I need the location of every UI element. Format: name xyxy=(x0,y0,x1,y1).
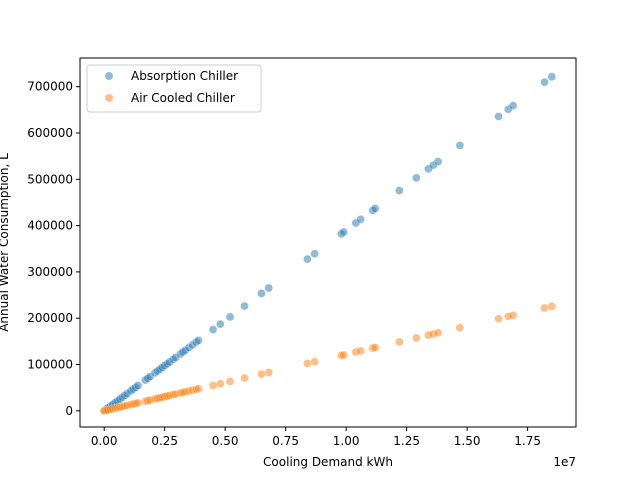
point-absorption-chiller xyxy=(194,336,203,345)
x-tick-label: 1.00 xyxy=(333,434,360,448)
point-absorption-chiller xyxy=(310,249,319,258)
y-tick-label: 100000 xyxy=(27,357,73,371)
point-air-cooled-chiller xyxy=(455,323,465,333)
point-air-cooled-chiller xyxy=(310,357,319,366)
legend: Absorption Chiller Air Cooled Chiller xyxy=(86,64,262,113)
y-tick-label: 0 xyxy=(65,404,73,418)
point-absorption-chiller xyxy=(455,141,465,150)
y-tick-label: 700000 xyxy=(27,80,73,94)
point-air-cooled-chiller xyxy=(356,346,365,356)
point-absorption-chiller xyxy=(303,254,312,264)
point-air-cooled-chiller xyxy=(225,377,235,386)
point-air-cooled-chiller xyxy=(395,337,404,347)
legend-box xyxy=(86,64,262,113)
point-air-cooled-chiller xyxy=(370,343,380,352)
legend-label-absorption-chiller: Absorption Chiller xyxy=(131,69,238,83)
point-air-cooled-chiller xyxy=(494,314,503,323)
point-absorption-chiller xyxy=(208,325,218,334)
point-absorption-chiller xyxy=(412,173,421,183)
point-air-cooled-chiller xyxy=(240,373,249,383)
x-axis-label: Cooling Demand kWh xyxy=(263,455,393,469)
legend-marker-air-cooled-chiller xyxy=(105,94,113,102)
y-tick-label: 300000 xyxy=(27,265,73,279)
point-absorption-chiller xyxy=(133,381,143,390)
point-air-cooled-chiller xyxy=(264,368,273,377)
point-absorption-chiller xyxy=(395,186,404,195)
point-absorption-chiller xyxy=(240,301,249,311)
x-axis-ticks: 0.00 0.25 0.50 0.75 1.00 1.25 1.50 1.75 xyxy=(91,427,541,448)
y-tick-label: 200000 xyxy=(27,311,73,325)
point-air-cooled-chiller xyxy=(412,333,421,343)
x-tick-label: 1.75 xyxy=(514,434,541,448)
x-tick-label: 0.75 xyxy=(272,434,299,448)
point-air-cooled-chiller xyxy=(303,359,312,368)
point-absorption-chiller xyxy=(370,204,380,213)
point-absorption-chiller xyxy=(433,157,443,166)
point-absorption-chiller xyxy=(540,77,549,87)
point-air-cooled-chiller xyxy=(208,381,218,390)
y-tick-label: 600000 xyxy=(27,126,73,140)
point-absorption-chiller xyxy=(508,101,518,110)
y-axis-label: Annual Water Consumption, L xyxy=(0,153,11,332)
point-air-cooled-chiller xyxy=(339,350,348,360)
point-air-cooled-chiller xyxy=(540,303,549,313)
legend-label-air-cooled-chiller: Air Cooled Chiller xyxy=(131,91,235,105)
point-air-cooled-chiller xyxy=(216,379,225,388)
y-tick-label: 500000 xyxy=(27,172,73,186)
point-absorption-chiller xyxy=(356,215,365,224)
y-axis-ticks: 0 100000 200000 300000 400000 500000 600000 700… xyxy=(27,80,80,418)
data-points xyxy=(99,72,557,416)
plot-frame xyxy=(79,57,577,428)
point-absorption-chiller xyxy=(547,72,557,81)
x-tick-label: 0.25 xyxy=(151,434,178,448)
x-tick-label: 1.25 xyxy=(393,434,420,448)
point-absorption-chiller xyxy=(216,319,225,329)
x-tick-label: 0.00 xyxy=(91,434,118,448)
x-axis-offset-label: 1e7 xyxy=(553,455,576,469)
point-air-cooled-chiller xyxy=(194,384,203,394)
point-absorption-chiller xyxy=(494,112,503,121)
point-absorption-chiller xyxy=(257,289,266,298)
x-tick-label: 0.50 xyxy=(212,434,239,448)
point-absorption-chiller xyxy=(339,227,348,237)
point-air-cooled-chiller xyxy=(508,311,518,320)
x-tick-label: 1.50 xyxy=(454,434,481,448)
y-tick-label: 400000 xyxy=(27,219,73,233)
legend-marker-absorption-chiller xyxy=(105,72,113,80)
point-air-cooled-chiller xyxy=(133,398,143,408)
point-absorption-chiller xyxy=(264,283,273,293)
point-air-cooled-chiller xyxy=(433,328,443,338)
point-absorption-chiller xyxy=(225,312,235,322)
point-air-cooled-chiller xyxy=(547,302,557,311)
point-air-cooled-chiller xyxy=(257,369,266,379)
